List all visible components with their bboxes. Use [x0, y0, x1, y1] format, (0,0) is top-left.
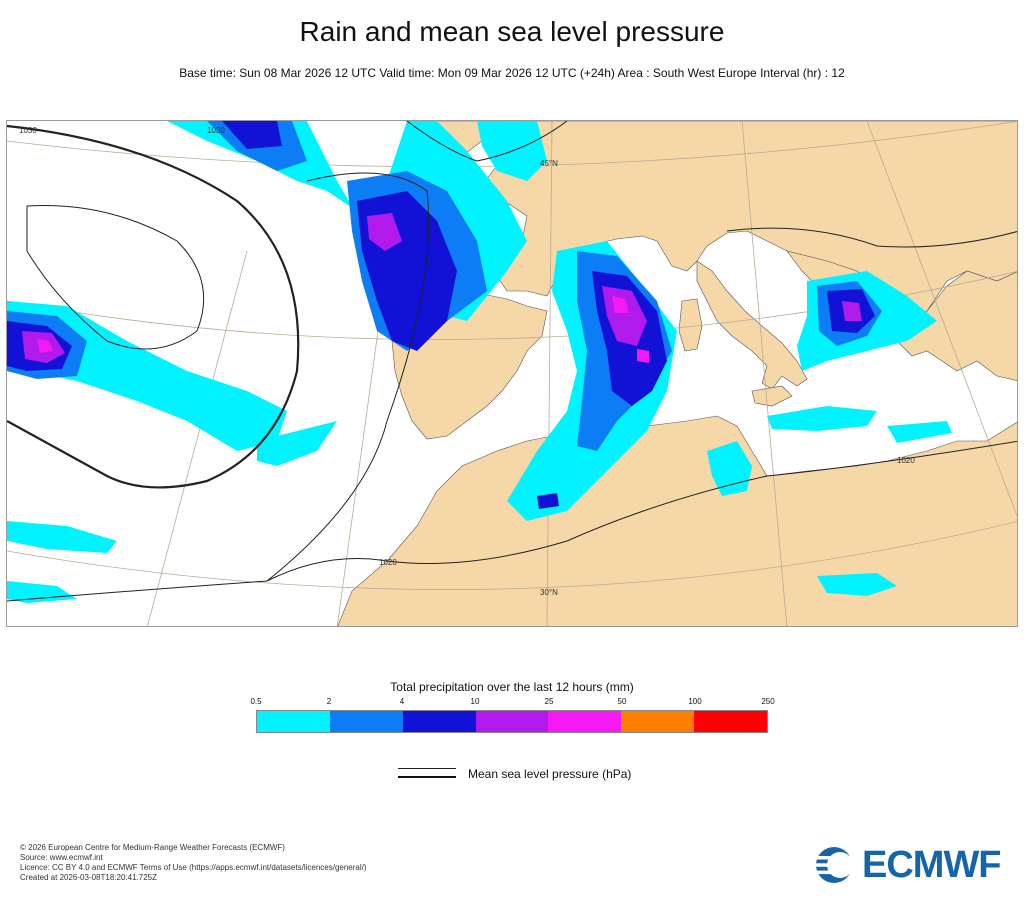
weather-map: 1030 1020 1020 1030 45°N 30°N — [6, 120, 1018, 627]
colorbar-swatch — [621, 711, 695, 732]
precipitation-colorbar — [256, 710, 768, 733]
precip-very-heavy — [367, 213, 402, 251]
grid-label: 45°N — [540, 159, 558, 168]
colorbar-swatch — [402, 711, 476, 732]
precip-light — [7, 581, 77, 603]
colorbar-swatch — [475, 711, 549, 732]
legend-tick: 250 — [761, 697, 775, 706]
isobar-europe — [266, 172, 430, 582]
isobar-balkan — [726, 227, 1017, 248]
isobar-label: 1020 — [897, 456, 915, 465]
precip-heavy — [537, 493, 559, 509]
legend-tick: 50 — [617, 697, 627, 706]
isobar-label: 1030 — [19, 126, 37, 135]
precip-heavy — [222, 121, 282, 149]
land-sicily — [751, 385, 793, 407]
credit-line: © 2026 European Centre for Medium-Range … — [20, 843, 285, 852]
isobar-label: 1020 — [379, 558, 397, 567]
isobar-1035 — [26, 204, 205, 350]
precip-very-heavy — [842, 301, 862, 321]
colorbar-swatch — [257, 711, 330, 732]
precipitation-layer — [7, 121, 952, 603]
chart-subtitle: Base time: Sun 08 Mar 2026 12 UTC Valid … — [179, 66, 845, 80]
precip-light — [817, 573, 897, 596]
land-layer — [337, 121, 1017, 626]
ecmwf-logo: ECMWF — [812, 845, 1012, 885]
legend-tick: 25 — [544, 697, 554, 706]
isobar-sw — [7, 580, 268, 602]
land-north-africa — [337, 415, 1017, 626]
legend-tick: 10 — [470, 697, 480, 706]
pressure-legend: Mean sea level pressure (hPa) — [398, 764, 698, 788]
chart-title: Rain and mean sea level pressure — [299, 16, 725, 47]
land-italy — [696, 260, 808, 390]
isobar-1020-africa — [266, 440, 1017, 582]
ecmwf-logo-text: ECMWF — [862, 844, 1002, 886]
legend-ticks: 0.5 2 4 10 25 50 100 250 — [220, 697, 804, 709]
credits: © 2026 European Centre for Medium-Range … — [20, 843, 367, 883]
precip-extreme — [37, 339, 53, 353]
pressure-legend-label: Mean sea level pressure (hPa) — [468, 767, 632, 781]
pressure-line-sample — [398, 768, 456, 778]
legend-tick: 2 — [326, 697, 332, 706]
ecmwf-logo-mark — [814, 847, 856, 883]
precip-extreme — [637, 349, 649, 363]
precip-light — [887, 421, 952, 443]
legend-tick: 100 — [688, 697, 702, 706]
credit-line: Licence: CC BY 4.0 and ECMWF Terms of Us… — [20, 863, 367, 872]
colorbar-swatch — [329, 711, 403, 732]
legend-tick: 4 — [399, 697, 405, 706]
isobar-1030-high — [7, 124, 300, 489]
land-sardinia — [678, 298, 703, 352]
isobar-north — [406, 121, 568, 162]
precip-light — [767, 406, 877, 431]
credit-line: Source: www.ecmwf.int — [20, 853, 103, 862]
isobars — [7, 121, 1017, 602]
colorbar-swatch — [694, 711, 768, 732]
legend-tick: 0.5 — [250, 697, 262, 706]
colorbar-swatch — [548, 711, 622, 732]
precip-light — [257, 421, 337, 466]
grid-label: 30°N — [540, 588, 558, 597]
credit-line: Created at 2026-03-08T18:20:41.725Z — [20, 873, 157, 882]
isobar-label: 1030 — [207, 126, 225, 135]
legend-title: Total precipitation over the last 12 hou… — [390, 680, 634, 694]
precip-extreme — [612, 296, 629, 313]
precip-light — [7, 521, 117, 553]
